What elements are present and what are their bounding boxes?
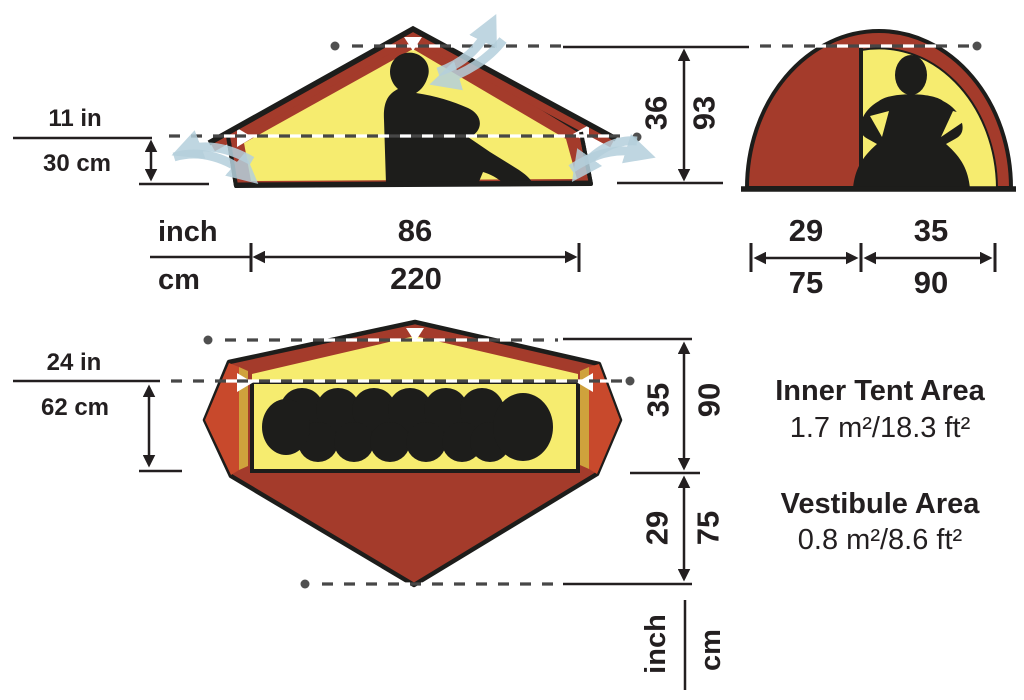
- inner-tent-area-title: Inner Tent Area: [775, 375, 985, 407]
- inner-tent-area-value: 1.7 m²/18.3 ft²: [790, 412, 971, 444]
- peak-height-dim: 36 93: [563, 45, 749, 185]
- top-vestibule-depth-imperial: 29: [640, 511, 675, 545]
- top-peak-vent-icon: [406, 328, 424, 342]
- left-armpit-gap: [870, 111, 889, 137]
- front-width-dims: 29 75 35 90: [749, 213, 997, 300]
- legend-unit-imperial: inch: [640, 614, 672, 674]
- side-tent-roofline: [207, 25, 618, 146]
- front-view: [741, 29, 1016, 192]
- right-airflow-in-icon: [571, 136, 638, 182]
- side-entrance-height-dim: 11 in 30 cm: [13, 105, 209, 186]
- vestibule-area-value: 0.8 m²/8.6 ft²: [798, 524, 963, 556]
- entrance-height-metric: 30 cm: [43, 150, 111, 177]
- seated-person-silhouette: [383, 52, 533, 184]
- top-depth-dims: 35 90 29 75: [563, 337, 727, 586]
- side-view: [207, 25, 618, 188]
- top-inner-width-imperial: 35: [641, 383, 676, 417]
- legend-unit-metric: cm: [695, 629, 727, 671]
- side-tent-roof-band: [209, 27, 616, 152]
- area-info: Inner Tent Area 1.7 m²/18.3 ft² Vestibul…: [775, 375, 985, 556]
- peak-height-imperial: 36: [639, 96, 674, 130]
- inner-width-imperial: 35: [914, 213, 948, 248]
- inner-width-metric: 90: [914, 265, 948, 300]
- unit-legend: inch cm: [640, 600, 727, 690]
- vestibule-width-metric: 75: [789, 265, 823, 300]
- vestibule-width-imperial: 29: [789, 213, 823, 248]
- left-airflow-in-icon: [172, 149, 259, 184]
- entrance-height-imperial: 11 in: [48, 105, 101, 132]
- side-length-dim: inch cm 86 220: [150, 213, 581, 296]
- peak-vent-icon: [404, 37, 422, 51]
- length-imperial: 86: [398, 213, 432, 248]
- top-inner-width-metric: 90: [692, 383, 727, 417]
- length-unit-metric: cm: [158, 264, 200, 296]
- side-tent-groundline: [234, 180, 593, 188]
- right-armpit-gap: [941, 111, 972, 137]
- right-end-stripe: [580, 367, 589, 469]
- left-end-stripe: [239, 367, 248, 470]
- length-unit-imperial: inch: [158, 216, 218, 248]
- front-person-head: [895, 55, 927, 95]
- left-end-panel: [205, 363, 239, 475]
- sleeping-bag-silhouette: [262, 388, 553, 462]
- entrance-offset-metric: 62 cm: [41, 394, 109, 421]
- reference-lines: [158, 41, 982, 589]
- right-end-panel: [589, 364, 620, 474]
- vestibule-area-title: Vestibule Area: [781, 488, 981, 520]
- top-entrance-offset-dim: 24 in 62 cm: [13, 349, 182, 473]
- ventilation-arrows: [171, 13, 656, 184]
- peak-height-metric: 93: [687, 96, 722, 130]
- entrance-offset-imperial: 24 in: [47, 349, 102, 376]
- top-vestibule-depth-metric: 75: [691, 511, 726, 545]
- top-tent-head-space: [252, 336, 578, 382]
- top-view: [202, 319, 623, 588]
- length-metric: 220: [390, 261, 442, 296]
- peak-airflow-in-icon: [429, 37, 507, 91]
